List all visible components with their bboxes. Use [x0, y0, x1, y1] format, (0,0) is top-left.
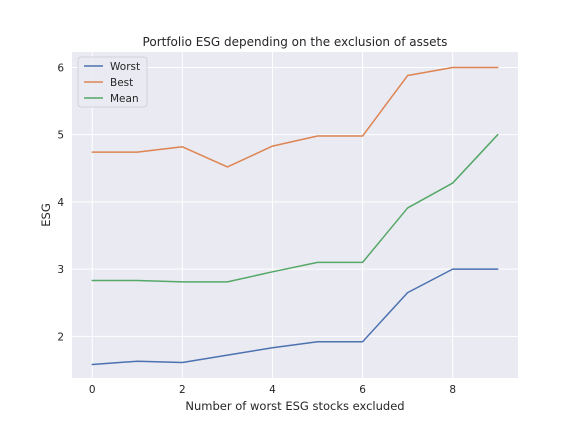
x-tick-label: 6: [359, 384, 366, 396]
x-tick-label: 8: [449, 384, 456, 396]
y-tick-label: 2: [57, 331, 64, 343]
series-line-best: [91, 66, 499, 168]
series-line-worst: [91, 268, 499, 366]
chart-title: Portfolio ESG depending on the exclusion…: [143, 35, 448, 49]
y-tick-label: 4: [57, 197, 64, 209]
y-tick-label: 3: [57, 264, 64, 276]
legend-label-best: Best: [110, 77, 133, 89]
legend: Worst Best Mean: [77, 56, 148, 108]
y-tick-labels: 2 3 4 5 6: [57, 62, 64, 343]
series-line-mean: [91, 133, 499, 283]
x-axis-label: Number of worst ESG stocks excluded: [185, 399, 404, 413]
x-tick-label: 2: [179, 384, 186, 396]
legend-label-worst: Worst: [110, 61, 140, 73]
y-tick-label: 5: [57, 130, 64, 142]
legend-box: [77, 56, 148, 108]
grid-lines: [72, 52, 518, 378]
y-axis-label: ESG: [39, 203, 53, 226]
legend-label-mean: Mean: [110, 93, 139, 105]
x-tick-label: 4: [269, 384, 276, 396]
x-tick-label: 0: [89, 384, 96, 396]
series-lines: [91, 66, 499, 366]
x-tick-labels: 0 2 4 6 8: [89, 384, 456, 396]
y-tick-label: 6: [57, 62, 64, 74]
